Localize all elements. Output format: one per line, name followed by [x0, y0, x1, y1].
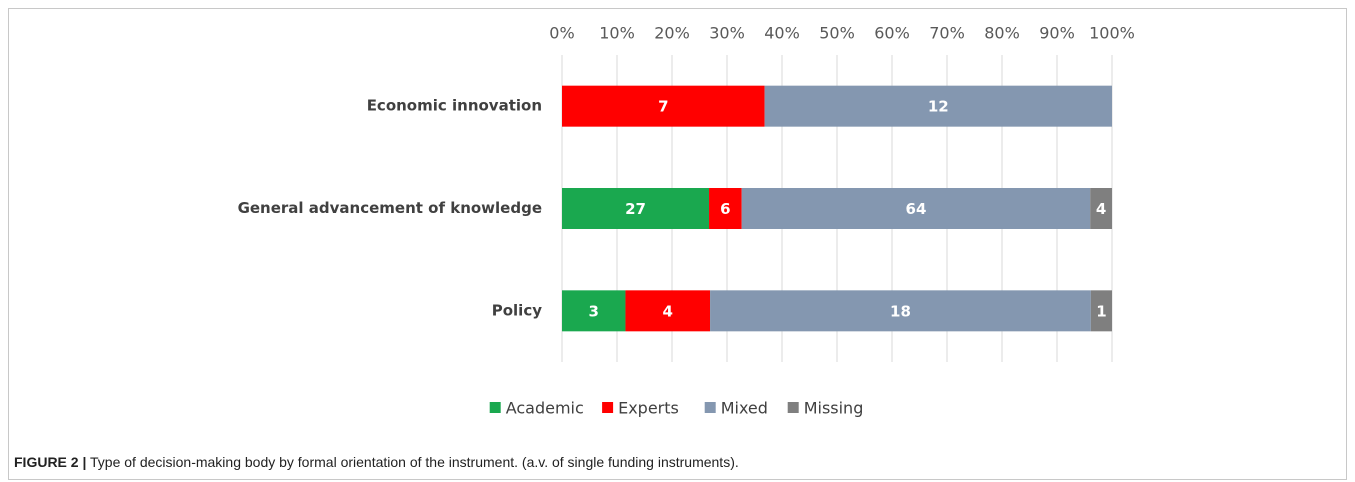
y-tick-label: Economic innovation	[367, 97, 542, 115]
bar-segment	[625, 290, 711, 332]
legend-label: Mixed	[721, 399, 768, 418]
data-label: 7	[658, 98, 668, 116]
bar-segment	[1090, 290, 1112, 332]
y-tick-label: Policy	[492, 301, 542, 319]
legend-swatch	[787, 402, 799, 413]
legend-swatch	[489, 402, 501, 413]
data-label: 18	[890, 302, 911, 320]
x-tick-label: 0%	[549, 24, 574, 43]
caption-text: Type of decision-making body by formal o…	[90, 454, 739, 470]
x-tick-label: 70%	[929, 24, 965, 43]
legend-swatch	[704, 402, 716, 413]
data-label: 1	[1096, 302, 1106, 320]
y-tick-label: General advancement of knowledge	[238, 199, 542, 217]
frame	[8, 8, 1347, 480]
data-label: 4	[663, 302, 673, 320]
data-label: 4	[1096, 200, 1106, 218]
data-label: 27	[625, 200, 646, 218]
bar-segment	[741, 188, 1091, 229]
x-tick-label: 60%	[874, 24, 910, 43]
bar-segment	[764, 85, 1112, 127]
bar-segment	[562, 188, 710, 229]
caption-label: FIGURE 2 |	[14, 454, 86, 470]
data-label: 64	[906, 200, 927, 218]
bar-segment	[1090, 188, 1112, 229]
bar-segment	[710, 290, 1091, 332]
legend-swatch	[602, 402, 614, 413]
x-tick-label: 20%	[654, 24, 690, 43]
legend-label: Missing	[804, 399, 864, 418]
data-label: 12	[928, 98, 949, 116]
x-tick-label: 30%	[709, 24, 745, 43]
x-tick-label: 80%	[984, 24, 1020, 43]
x-tick-label: 10%	[599, 24, 635, 43]
data-label: 3	[589, 302, 599, 320]
x-tick-label: 40%	[764, 24, 800, 43]
caption: FIGURE 2 | Type of decision-making body …	[14, 454, 739, 470]
legend-label: Academic	[506, 399, 584, 418]
x-tick-label: 100%	[1089, 24, 1135, 43]
x-tick-label: 50%	[819, 24, 855, 43]
bar-segment	[709, 188, 742, 229]
legend-label: Experts	[618, 399, 679, 418]
x-tick-label: 90%	[1039, 24, 1075, 43]
bar-segment	[562, 85, 765, 127]
data-label: 6	[720, 200, 730, 218]
bar-segment	[562, 290, 626, 332]
